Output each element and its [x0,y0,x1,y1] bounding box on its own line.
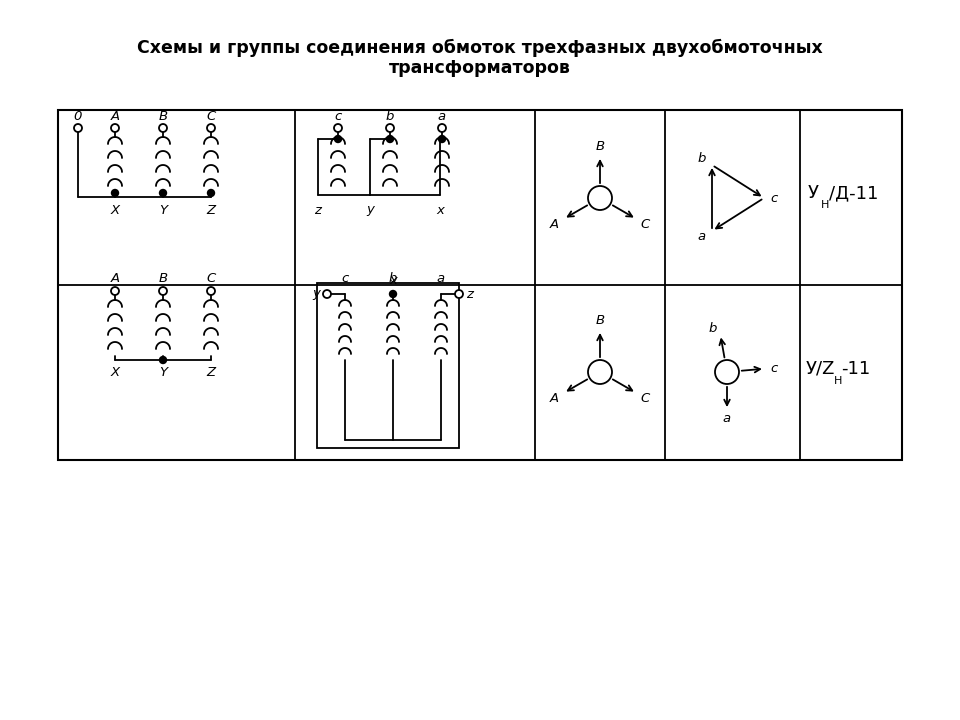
Text: B: B [158,272,168,286]
Text: z: z [315,204,322,217]
Text: A: A [110,109,120,122]
Circle shape [159,356,166,364]
Text: b: b [389,272,397,286]
Circle shape [387,135,394,143]
Text: C: C [640,392,650,405]
Text: y: y [312,287,320,300]
Text: X: X [110,366,120,379]
Text: B: B [595,140,605,153]
Text: c: c [342,272,348,286]
Text: x: x [436,204,444,217]
Text: B: B [158,109,168,122]
Circle shape [334,135,342,143]
Text: a: a [438,109,446,122]
Text: C: C [640,217,650,230]
Circle shape [207,287,215,295]
Text: a: a [723,413,732,426]
Text: C: C [206,272,216,286]
Text: a: a [698,230,706,243]
Text: трансформаторов: трансформаторов [389,59,571,77]
Circle shape [334,124,342,132]
Text: A: A [550,392,559,405]
Circle shape [386,124,394,132]
Text: c: c [770,192,778,204]
Text: b: b [698,153,707,166]
Text: Z: Z [206,204,216,217]
Text: b: b [708,322,716,335]
Circle shape [438,124,446,132]
Text: У/Z: У/Z [806,359,835,377]
Circle shape [159,287,167,295]
Text: -11: -11 [841,359,871,377]
Text: a: a [437,272,445,286]
Text: C: C [206,109,216,122]
Text: /Д-11: /Д-11 [829,184,878,202]
Text: A: A [550,217,559,230]
Circle shape [455,290,463,298]
Text: c: c [770,362,778,375]
Circle shape [390,290,396,297]
Circle shape [159,189,166,197]
Text: x: x [389,274,396,287]
Circle shape [111,124,119,132]
Text: Y: Y [159,204,167,217]
Text: 0: 0 [74,109,83,122]
Text: z: z [467,287,473,300]
Text: X: X [110,204,120,217]
Circle shape [74,124,82,132]
Text: y: y [366,204,374,217]
Circle shape [111,287,119,295]
Text: Y: Y [159,366,167,379]
Text: Схемы и группы соединения обмоток трехфазных двухобмоточных: Схемы и группы соединения обмоток трехфа… [137,39,823,57]
Circle shape [207,124,215,132]
Text: У: У [808,184,819,202]
Text: Z: Z [206,366,216,379]
Circle shape [207,189,214,197]
Circle shape [111,189,118,197]
Text: Н: Н [834,376,842,385]
Text: B: B [595,315,605,328]
Text: A: A [110,272,120,286]
Circle shape [323,290,331,298]
Text: Н: Н [821,199,829,210]
Circle shape [439,135,445,143]
Text: c: c [334,109,342,122]
Circle shape [159,124,167,132]
Text: b: b [386,109,395,122]
